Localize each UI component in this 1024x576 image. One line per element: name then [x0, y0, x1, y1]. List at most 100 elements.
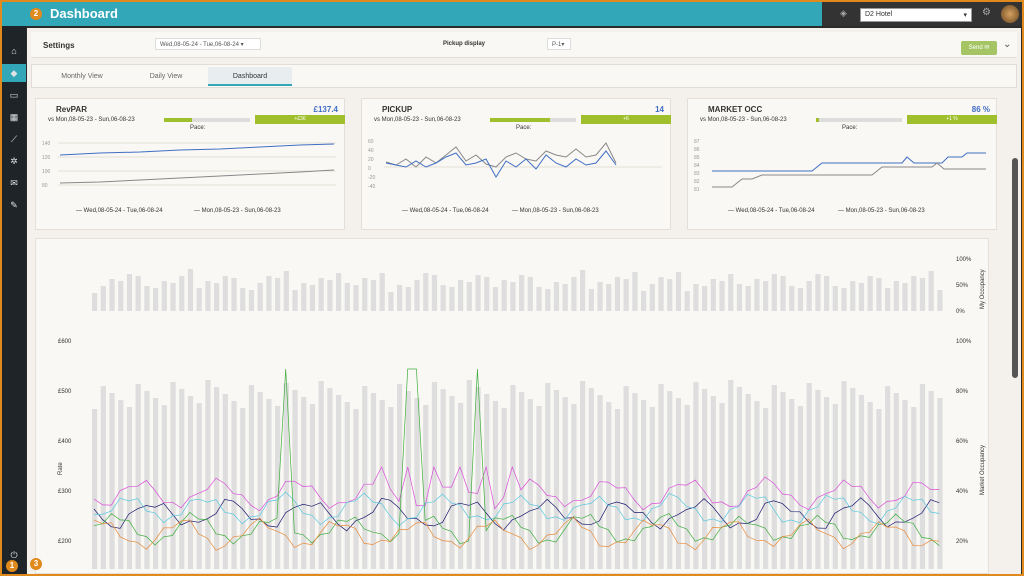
occupancy-bar: [423, 273, 429, 311]
occupancy-bar: [414, 280, 420, 311]
market-occupancy-bar: [423, 405, 429, 569]
occupancy-bar: [458, 280, 464, 311]
scrollbar-thumb[interactable]: [1012, 158, 1018, 378]
right-tick: 60%: [956, 439, 969, 445]
calendar-icon[interactable]: ▦: [9, 112, 19, 122]
diamond-icon[interactable]: ◆: [2, 64, 26, 82]
occupancy-bar: [475, 275, 481, 311]
power-icon[interactable]: ⏻: [10, 550, 18, 560]
occupancy-bar: [440, 285, 446, 311]
gear-icon[interactable]: ✲: [10, 156, 18, 166]
occupancy-bar: [824, 276, 830, 311]
chevron-down-icon: ▾: [963, 12, 967, 19]
market-occupancy-bars: [92, 380, 943, 569]
market-occupancy-bar: [292, 390, 298, 569]
mail-icon[interactable]: ✉: [10, 178, 18, 188]
market-occupancy-bar: [588, 388, 594, 569]
rate-series-line: [93, 368, 940, 546]
market-occupancy-bar: [388, 407, 394, 569]
occupancy-bar: [118, 281, 124, 311]
market-occupancy-bar: [170, 382, 176, 569]
settings-label: Settings: [43, 41, 75, 50]
hotel-select[interactable]: D2 Hotel ▾: [860, 8, 972, 22]
occupancy-bar: [580, 270, 586, 311]
occupancy-bar: [388, 292, 394, 311]
card-revpar: RevPAR £137.4 vs Mon,08-05-23 - Sun,06-0…: [35, 98, 345, 230]
card-value: £137.4: [313, 105, 338, 114]
card-comparison: vs Mon,08-05-23 - Sun,06-08-23: [48, 117, 135, 123]
layers-icon[interactable]: ◈: [840, 8, 847, 18]
market-occupancy-bar: [214, 387, 220, 569]
market-occupancy-bar: [571, 404, 577, 569]
home-icon[interactable]: ⌂: [11, 46, 17, 56]
date-range-select[interactable]: Wed,08-05-24 - Tue,06-08-24 ▾: [155, 38, 261, 50]
y-tick: -20: [368, 175, 375, 181]
occupancy-bar: [649, 284, 655, 311]
market-occupancy-bar: [702, 389, 708, 569]
occupancy-bar: [684, 291, 690, 311]
trend-icon[interactable]: ⟋: [10, 134, 18, 144]
occupancy-bar: [327, 280, 333, 311]
market-occupancy-bar: [492, 401, 499, 569]
card-title: PICKUP: [382, 105, 413, 114]
market-occupancy-bar: [902, 400, 908, 569]
occupancy-bar: [667, 279, 673, 311]
occupancy-bar: [536, 287, 542, 311]
tab-daily-view[interactable]: Daily View: [149, 73, 183, 80]
y-tick: 60: [368, 139, 374, 145]
settings-icon[interactable]: ⚙: [982, 7, 991, 18]
occupancy-bar: [693, 284, 699, 311]
wrench-icon[interactable]: ✎: [10, 200, 18, 210]
market-occupancy-bar: [745, 394, 751, 569]
pace-fill: [816, 118, 819, 122]
occupancy-bar: [484, 277, 490, 311]
occupancy-bar: [179, 276, 185, 311]
occupancy-bar: [266, 276, 272, 311]
y-tick: 82: [694, 179, 700, 185]
market-occupancy-bar: [266, 399, 272, 569]
legend-text: Wed,08-05-24 - Tue,06-08-24: [735, 208, 815, 214]
market-occupancy-bar: [153, 398, 159, 569]
occupancy-bar: [170, 283, 176, 311]
market-occupancy-bar: [440, 389, 446, 569]
bed-icon[interactable]: ▭: [9, 90, 19, 100]
series-current: [712, 152, 986, 172]
pace-fill: [490, 118, 551, 122]
pace-label: Pace:: [842, 125, 858, 131]
occupancy-bar: [736, 284, 743, 311]
legend-previous: — Mon,08-05-23 - Sun,06-08-23: [194, 208, 281, 214]
left-tick: £500: [58, 389, 72, 395]
occupancy-bar: [789, 286, 795, 311]
market-occupancy-bar: [675, 398, 682, 569]
market-occupancy-bar: [850, 388, 856, 569]
market-occupancy-bar: [475, 387, 481, 569]
scrollbar[interactable]: [1011, 92, 1019, 574]
market-occupancy-bar: [240, 408, 246, 569]
pickup-select[interactable]: P-1▾: [547, 38, 571, 50]
occupancy-bar: [205, 281, 211, 311]
market-occupancy-bar: [501, 408, 507, 569]
rate-series-line: [93, 465, 940, 512]
occupancy-bar: [623, 279, 629, 311]
market-occupancy-bar: [719, 403, 725, 569]
occupancy-bar: [126, 274, 133, 311]
occupancy-bar: [231, 278, 237, 311]
tab-monthly-view[interactable]: Monthly View: [61, 73, 103, 80]
card-comparison: vs Mon,08-05-23 - Sun,06-08-23: [700, 117, 787, 123]
market-occupancy-bar: [806, 383, 812, 569]
pickup-display-label: Pickup display: [443, 41, 486, 47]
occupancy-bar: [292, 290, 298, 311]
legend-previous: — Mon,08-05-23 - Sun,06-08-23: [512, 208, 599, 214]
hotel-select-value: D2 Hotel: [865, 11, 893, 18]
send-button[interactable]: Send ✉: [961, 41, 997, 55]
legend-current: — Wed,08-05-24 - Tue,06-08-24: [402, 208, 489, 214]
occupancy-rate-chart: 100% 50% 0% £600 £500 £400 £300 £200 100…: [35, 238, 989, 574]
occupancy-bar: [553, 282, 560, 311]
market-occupancy-bar: [179, 389, 185, 569]
my-occupancy-bars: [92, 269, 943, 311]
collapse-icon[interactable]: ⌄: [1003, 39, 1012, 50]
avatar[interactable]: [1001, 5, 1019, 23]
tab-dashboard[interactable]: Dashboard: [208, 67, 292, 86]
occupancy-bar: [606, 284, 612, 311]
top-tick: 100%: [956, 257, 972, 263]
